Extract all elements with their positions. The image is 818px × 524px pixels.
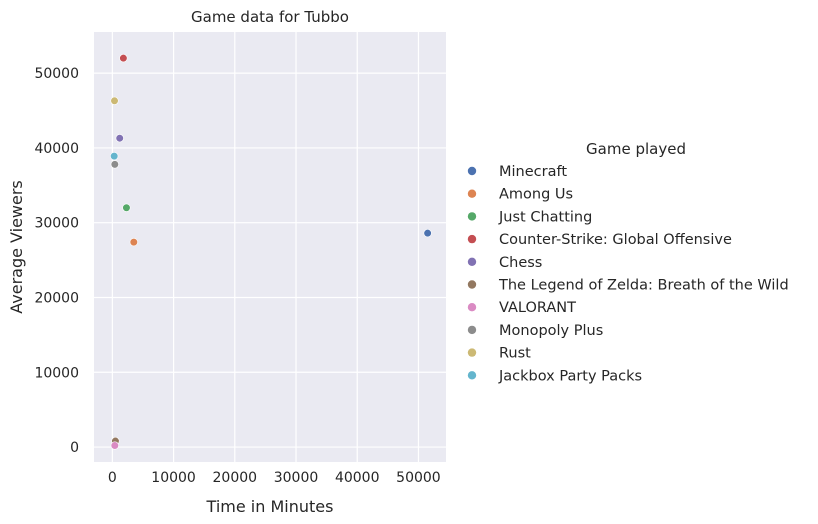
legend-marker <box>467 303 477 312</box>
x-tick-label: 20000 <box>213 470 258 486</box>
legend-entry: Jackbox Party Packs <box>498 368 642 384</box>
y-tick-label: 40000 <box>34 141 79 157</box>
y-tick-label: 0 <box>70 440 79 456</box>
y-tick-label: 50000 <box>34 66 79 82</box>
legend-marker <box>467 257 477 266</box>
legend-title: Game played <box>586 140 686 158</box>
legend-marker <box>467 212 477 221</box>
data-point <box>110 152 119 161</box>
legend-entry: Monopoly Plus <box>499 323 603 339</box>
legend-marker <box>467 371 477 380</box>
legend-entry: Just Chatting <box>498 209 592 225</box>
legend-entry: Minecraft <box>499 164 567 180</box>
legend-entry: The Legend of Zelda: Breath of the Wild <box>498 278 789 294</box>
data-point <box>115 134 124 143</box>
legend-marker <box>467 166 477 176</box>
data-point <box>110 441 119 450</box>
data-point <box>110 96 119 105</box>
legend-marker <box>467 280 477 289</box>
data-point <box>129 238 138 247</box>
x-tick-labels: 0 10000 20000 30000 40000 50000 <box>108 470 441 486</box>
legend-entry: Rust <box>499 346 531 362</box>
legend: Game played Minecraft Among Us Just Chatti… <box>467 140 789 384</box>
data-point <box>110 160 119 169</box>
x-tick-label: 40000 <box>335 470 380 486</box>
y-axis-label: Average Viewers <box>7 180 26 314</box>
y-tick-labels: 0 10000 20000 30000 40000 50000 <box>34 66 79 456</box>
y-tick-label: 10000 <box>34 365 79 381</box>
x-tick-label: 30000 <box>274 470 319 486</box>
legend-entry: Among Us <box>499 187 573 203</box>
x-tick-label: 10000 <box>151 470 196 486</box>
data-point <box>423 229 432 238</box>
data-points <box>110 54 432 450</box>
legend-marker <box>467 348 477 357</box>
legend-marker <box>467 189 477 198</box>
data-point <box>119 54 128 63</box>
legend-entry: Counter-Strike: Global Offensive <box>499 232 732 248</box>
data-point <box>122 203 131 212</box>
y-tick-label: 20000 <box>34 290 79 306</box>
y-tick-label: 30000 <box>34 216 79 232</box>
chart-title: Game data for Tubbo <box>191 8 349 26</box>
x-tick-label: 0 <box>108 470 117 486</box>
x-axis-label: Time in Minutes <box>206 497 334 516</box>
legend-entry: Chess <box>499 255 542 271</box>
plot-area <box>94 32 446 462</box>
legend-entry: VALORANT <box>499 300 576 316</box>
grid <box>94 32 446 462</box>
x-tick-label: 50000 <box>396 470 441 486</box>
legend-marker <box>467 234 477 244</box>
legend-marker <box>467 325 477 335</box>
